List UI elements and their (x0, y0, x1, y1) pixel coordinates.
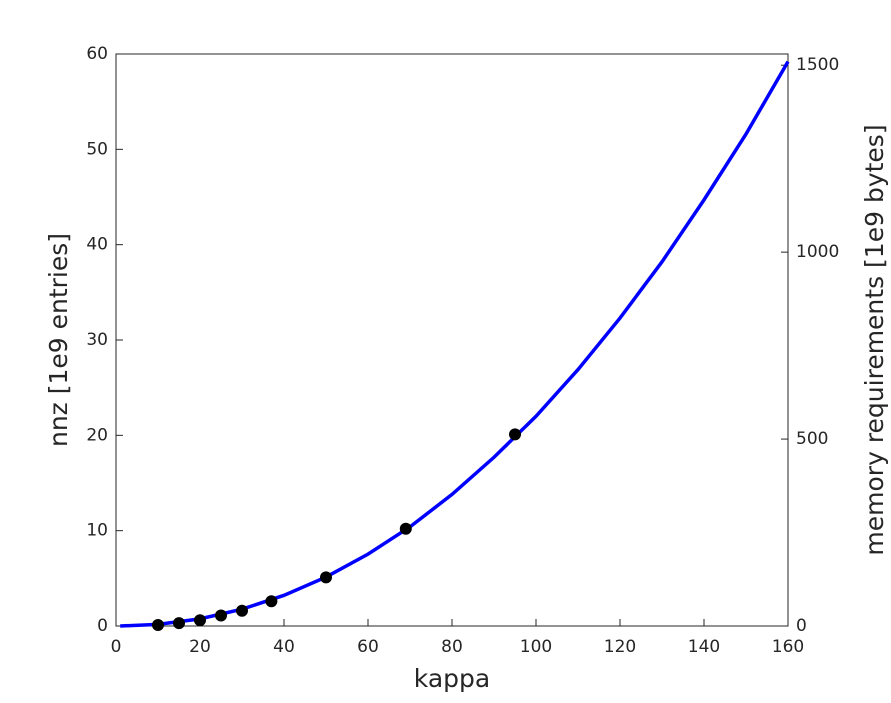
data-point (236, 604, 248, 617)
y-axis-label: nnz [1e9 entries] (44, 233, 73, 447)
plot-frame (115, 53, 789, 627)
x-tick-label: 120 (604, 637, 636, 657)
curve (120, 60, 790, 628)
y-tick-label: 60 (86, 44, 108, 64)
y2-tick-label: 1000 (796, 242, 839, 262)
data-point (215, 609, 227, 622)
x-tick-label: 160 (772, 637, 804, 657)
y-tick-label: 10 (86, 521, 108, 541)
x-tick-label: 20 (189, 637, 211, 657)
x-axis-label: kappa (414, 664, 490, 693)
y-tick-label: 30 (86, 330, 108, 350)
y-tick-label: 40 (86, 235, 108, 255)
y-tick-label: 0 (97, 616, 108, 636)
y2-tick-label: 1500 (796, 55, 839, 75)
y-tick-label: 50 (86, 139, 108, 159)
y2-tick-label: 0 (796, 616, 807, 636)
data-point (320, 571, 332, 584)
x-tick-label: 0 (111, 637, 122, 657)
x-tick-label: 140 (688, 637, 720, 657)
data-point (194, 614, 206, 627)
x-tick-label: 80 (441, 637, 463, 657)
data-point (265, 595, 278, 608)
x-tick-label: 40 (273, 637, 295, 657)
x-tick-label: 100 (520, 637, 552, 657)
data-point (152, 619, 164, 632)
y-tick-label: 20 (86, 425, 108, 445)
data-point (509, 428, 521, 441)
y2-tick-label: 500 (796, 429, 828, 449)
y2-axis-label: memory requirements [1e9 bytes] (860, 124, 889, 555)
data-point (173, 617, 185, 630)
data-point (399, 522, 412, 535)
x-tick-label: 60 (357, 637, 379, 657)
